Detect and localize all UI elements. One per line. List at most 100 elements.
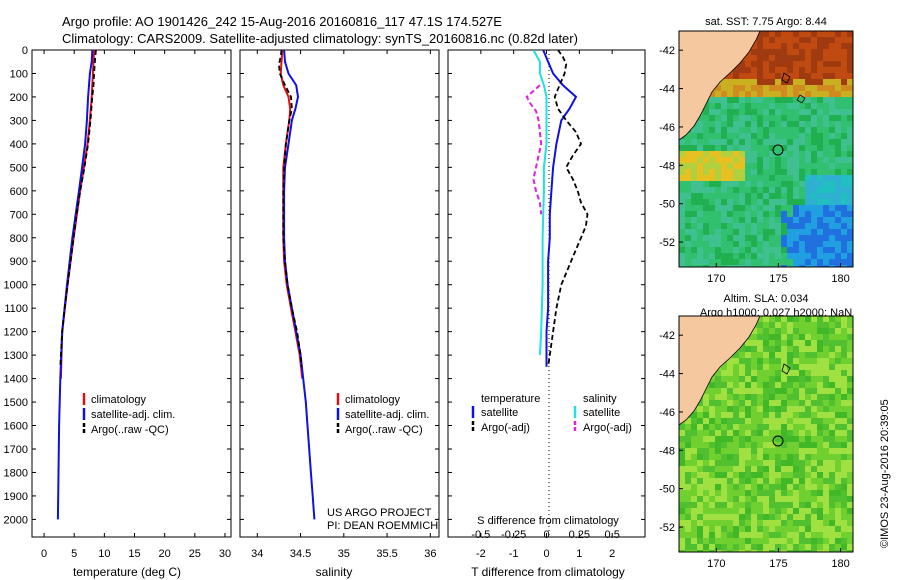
heatmap-cell xyxy=(805,526,811,532)
heatmap-cell xyxy=(769,127,775,133)
heatmap-cell xyxy=(847,490,853,496)
heatmap-cell xyxy=(805,514,811,520)
heatmap-cell xyxy=(781,532,787,538)
heatmap-cell xyxy=(703,496,709,502)
heatmap-cell xyxy=(775,253,781,259)
heatmap-cell xyxy=(691,550,697,552)
heatmap-cell xyxy=(805,175,811,181)
heatmap-cell xyxy=(793,394,799,400)
heatmap-cell xyxy=(799,382,805,388)
heatmap-cell xyxy=(799,514,805,520)
heatmap-cell xyxy=(757,115,763,121)
heatmap-cell xyxy=(823,424,829,430)
heatmap-cell xyxy=(811,472,817,478)
heatmap-cell xyxy=(811,514,817,520)
heatmap-cell xyxy=(805,241,811,247)
heatmap-cell xyxy=(715,211,721,217)
heatmap-cell xyxy=(769,91,775,97)
heatmap-cell xyxy=(697,223,703,229)
salinity-lines xyxy=(277,50,316,520)
heatmap-cell xyxy=(829,496,835,502)
heatmap-cell xyxy=(751,145,757,151)
heatmap-cell xyxy=(709,163,715,169)
heatmap-cell xyxy=(829,346,835,352)
heatmap-cell xyxy=(793,532,799,538)
heatmap-cell xyxy=(841,265,847,267)
heatmap-cell xyxy=(811,520,817,526)
heatmap-cell xyxy=(763,37,769,43)
heatmap-cell xyxy=(841,520,847,526)
heatmap-cell xyxy=(793,334,799,340)
heatmap-cell xyxy=(763,388,769,394)
heatmap-cell xyxy=(805,358,811,364)
heatmap-cell xyxy=(847,103,853,109)
heatmap-cell xyxy=(685,235,691,241)
heatmap-cell xyxy=(745,466,751,472)
legend-t-argo-label: Argo(-adj) xyxy=(481,422,530,434)
heatmap-cell xyxy=(799,430,805,436)
heatmap-cell xyxy=(775,346,781,352)
heatmap-cell xyxy=(679,466,685,472)
heatmap-cell xyxy=(763,229,769,235)
heatmap-cell xyxy=(727,253,733,259)
heatmap-cell xyxy=(835,388,841,394)
heatmap-cell xyxy=(805,394,811,400)
heatmap-cell xyxy=(841,490,847,496)
heatmap-cell xyxy=(745,346,751,352)
heatmap-cell xyxy=(691,235,697,241)
heatmap-cell xyxy=(793,352,799,358)
heatmap-cell xyxy=(721,388,727,394)
heatmap-cell xyxy=(775,205,781,211)
heatmap-cell xyxy=(757,85,763,91)
heatmap-cell xyxy=(787,424,793,430)
heatmap-cell xyxy=(745,199,751,205)
heatmap-cell xyxy=(781,508,787,514)
heatmap-cell xyxy=(793,418,799,424)
heatmap-cell xyxy=(703,127,709,133)
heatmap-cell xyxy=(769,199,775,205)
heatmap-cell xyxy=(739,484,745,490)
legend-argo-label: Argo(..raw -QC) xyxy=(91,424,169,436)
sla-coastline xyxy=(679,316,791,426)
heatmap-cell xyxy=(721,538,727,544)
heatmap-cell xyxy=(679,223,685,229)
heatmap-cell xyxy=(751,388,757,394)
heatmap-cell xyxy=(733,538,739,544)
heatmap-cell xyxy=(739,211,745,217)
heatmap-cell xyxy=(733,127,739,133)
heatmap-cell xyxy=(745,253,751,259)
heatmap-cell xyxy=(799,532,805,538)
heatmap-cell xyxy=(817,169,823,175)
heatmap-cell xyxy=(811,376,817,382)
heatmap-cell xyxy=(829,328,835,334)
heatmap-cell xyxy=(697,424,703,430)
heatmap-cell xyxy=(721,205,727,211)
heatmap-cell xyxy=(793,412,799,418)
heatmap-cell xyxy=(727,169,733,175)
heatmap-cell xyxy=(739,394,745,400)
heatmap-cell xyxy=(775,526,781,532)
heatmap-cell xyxy=(709,187,715,193)
heatmap-cell xyxy=(775,199,781,205)
heatmap-cell xyxy=(709,121,715,127)
heatmap-cell xyxy=(775,85,781,91)
heatmap-cell xyxy=(703,175,709,181)
heatmap-cell xyxy=(757,382,763,388)
heatmap-cell xyxy=(709,253,715,259)
sst-map-frame xyxy=(678,30,854,268)
heatmap-cell xyxy=(811,502,817,508)
heatmap-cell xyxy=(769,229,775,235)
heatmap-cell xyxy=(715,241,721,247)
heatmap-cell xyxy=(781,406,787,412)
heatmap-cell xyxy=(823,79,829,85)
heatmap-cell xyxy=(769,205,775,211)
heatmap-cell xyxy=(817,364,823,370)
heatmap-cell xyxy=(847,376,853,382)
heatmap-cell xyxy=(763,49,769,55)
heatmap-cell xyxy=(847,181,853,187)
heatmap-cell xyxy=(841,169,847,175)
heatmap-cell xyxy=(847,157,853,163)
heatmap-cell xyxy=(715,478,721,484)
heatmap-cell xyxy=(823,340,829,346)
heatmap-cell xyxy=(745,229,751,235)
